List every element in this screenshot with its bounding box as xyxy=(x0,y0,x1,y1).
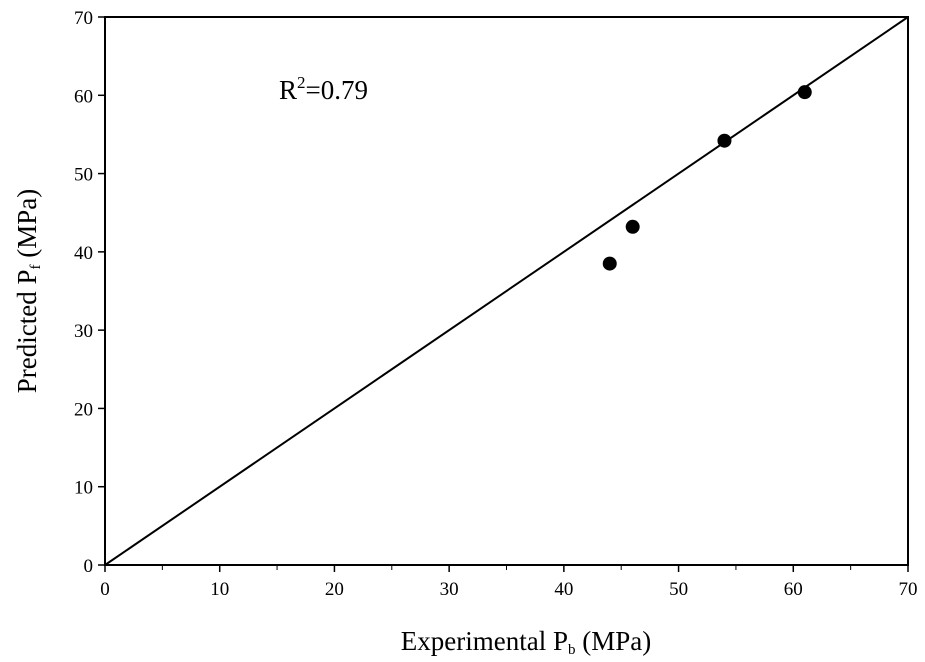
x-tick-label: 30 xyxy=(440,579,459,600)
x-axis-title-subscript: b xyxy=(568,642,576,658)
y-axis-title-main: Predicted P xyxy=(12,270,42,394)
y-axis-title-subscript: f xyxy=(28,265,44,270)
y-tick-label: 40 xyxy=(74,243,93,264)
r-squared-base: R xyxy=(279,75,297,105)
x-axis-title-main: Experimental P xyxy=(401,626,568,656)
y-axis-title: Predicted Pf (MPa) xyxy=(12,189,44,393)
data-point xyxy=(717,133,732,148)
y-tick-label: 10 xyxy=(74,478,93,499)
y-tick-label: 50 xyxy=(74,165,93,186)
r-squared-value: =0.79 xyxy=(306,75,368,105)
y-tick-label: 30 xyxy=(74,321,93,342)
y-tick-label: 70 xyxy=(74,8,93,29)
y-axis-ticks: 0 10 20 30 40 50 60 70 xyxy=(74,8,105,577)
x-axis-title: Experimental Pb (MPa) xyxy=(401,626,651,658)
x-tick-label: 70 xyxy=(899,579,918,600)
y-axis-title-unit: (MPa) xyxy=(12,189,42,265)
x-tick-label: 60 xyxy=(784,579,803,600)
data-points xyxy=(602,85,812,271)
x-tick-label: 40 xyxy=(554,579,573,600)
y-tick-label: 60 xyxy=(74,86,93,107)
data-point xyxy=(602,256,617,271)
identity-line xyxy=(104,16,909,566)
x-axis-ticks: 0 10 20 30 40 50 60 70 xyxy=(100,565,918,600)
x-tick-label: 10 xyxy=(210,579,229,600)
x-tick-label: 50 xyxy=(669,579,688,600)
r-squared-superscript: 2 xyxy=(297,73,306,92)
x-tick-label: 0 xyxy=(100,579,110,600)
x-tick-label: 20 xyxy=(325,579,344,600)
y-tick-label: 0 xyxy=(84,556,94,577)
data-point xyxy=(797,85,812,100)
r-squared-annotation: R2=0.79 xyxy=(279,73,368,105)
x-axis-title-unit: (MPa) xyxy=(575,626,651,656)
y-tick-label: 20 xyxy=(74,399,93,420)
data-point xyxy=(625,219,640,234)
